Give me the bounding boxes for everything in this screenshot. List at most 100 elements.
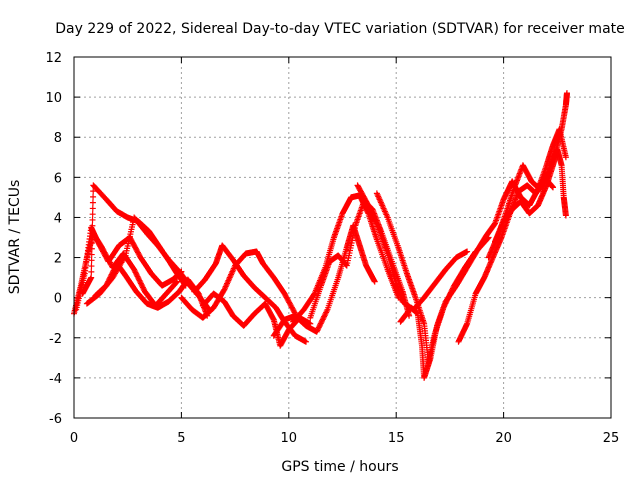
data-point	[139, 284, 146, 291]
data-point	[135, 274, 142, 281]
data-point	[139, 283, 146, 290]
series-track-10	[290, 192, 402, 325]
data-point	[103, 281, 110, 288]
data-point	[316, 323, 323, 330]
y-tick-label: 8	[54, 131, 62, 146]
plot-frame	[73, 56, 612, 419]
y-axis-label: SDTVAR / TECUs	[7, 180, 23, 295]
data-point	[313, 328, 320, 335]
data-point	[107, 274, 114, 281]
data-point	[315, 326, 322, 333]
data-point	[137, 280, 144, 287]
data-point	[318, 319, 325, 326]
data-point	[105, 277, 112, 284]
data-point	[323, 308, 330, 315]
data-point	[107, 272, 114, 279]
series-track-14	[397, 234, 492, 381]
data-point	[89, 228, 96, 235]
data-point	[364, 201, 371, 208]
data-point	[103, 282, 110, 289]
y-tick-label: 12	[45, 51, 62, 66]
y-tick-label: -2	[49, 332, 62, 347]
data-point	[322, 310, 329, 317]
data-point	[135, 276, 142, 283]
x-tick-label: 10	[281, 431, 298, 446]
data-point	[89, 205, 96, 212]
data-point	[88, 268, 95, 275]
data-point	[133, 272, 140, 279]
data-point	[88, 240, 95, 247]
data-point	[174, 278, 181, 285]
data-point	[109, 270, 116, 277]
x-tick-label: 15	[388, 431, 405, 446]
x-tick-label: 5	[177, 431, 185, 446]
data-point	[105, 278, 112, 285]
data-point	[88, 263, 95, 270]
y-tick-label: 0	[54, 292, 62, 307]
data-point	[89, 234, 96, 241]
data-point	[302, 338, 309, 345]
axis-ticks: 0 5 10 15 20 25 -6 -4 -2 0 2 4 6 8 10 12	[45, 51, 619, 446]
data-point	[89, 222, 96, 229]
data-point	[89, 216, 96, 223]
data-point	[89, 211, 96, 218]
series-track-9	[270, 222, 378, 339]
data-point	[137, 278, 144, 285]
data-points	[71, 90, 570, 381]
y-tick-label: -6	[49, 412, 62, 427]
data-point	[136, 277, 143, 284]
data-point	[220, 287, 227, 294]
data-point	[121, 253, 128, 260]
data-point	[464, 248, 471, 255]
data-point	[563, 90, 570, 97]
data-point	[108, 271, 115, 278]
x-tick-label: 20	[495, 431, 512, 446]
data-point	[132, 269, 139, 276]
data-point	[104, 279, 111, 286]
series-track-18	[474, 126, 569, 253]
data-point	[109, 268, 116, 275]
data-point	[111, 266, 118, 273]
data-point	[133, 270, 140, 277]
data-point	[88, 251, 95, 258]
data-point	[138, 281, 145, 288]
data-point	[550, 184, 557, 191]
data-point	[110, 267, 117, 274]
data-point	[371, 278, 378, 285]
data-point	[320, 314, 327, 321]
y-tick-label: 10	[45, 91, 62, 106]
data-point	[90, 193, 97, 200]
data-point	[317, 320, 324, 327]
y-tick-label: 2	[54, 252, 62, 267]
y-tick-label: 6	[54, 171, 62, 186]
data-point	[106, 275, 113, 282]
chart-title: Day 229 of 2022, Sidereal Day-to-day VTE…	[55, 21, 625, 37]
y-tick-label: -4	[49, 372, 62, 387]
x-tick-label: 25	[603, 431, 620, 446]
data-point	[562, 212, 569, 219]
data-point	[562, 154, 569, 161]
data-point	[134, 273, 141, 280]
x-tick-label: 0	[70, 431, 78, 446]
series-track-8	[199, 290, 314, 349]
data-point	[131, 266, 138, 273]
data-point	[140, 285, 147, 292]
series-track-17	[492, 146, 569, 245]
data-point	[88, 274, 95, 281]
data-point	[321, 313, 328, 320]
data-point	[173, 279, 180, 286]
data-point	[323, 309, 330, 316]
x-axis-label: GPS time / hours	[281, 459, 398, 475]
data-point	[317, 321, 324, 328]
data-point	[310, 291, 317, 298]
y-tick-label: 4	[54, 211, 62, 226]
data-point	[88, 257, 95, 264]
data-point	[319, 316, 326, 323]
series-track-7	[191, 242, 309, 345]
data-point	[315, 324, 322, 331]
data-point	[88, 245, 95, 252]
data-point	[321, 312, 328, 319]
data-point	[131, 267, 138, 274]
data-point	[319, 317, 326, 324]
